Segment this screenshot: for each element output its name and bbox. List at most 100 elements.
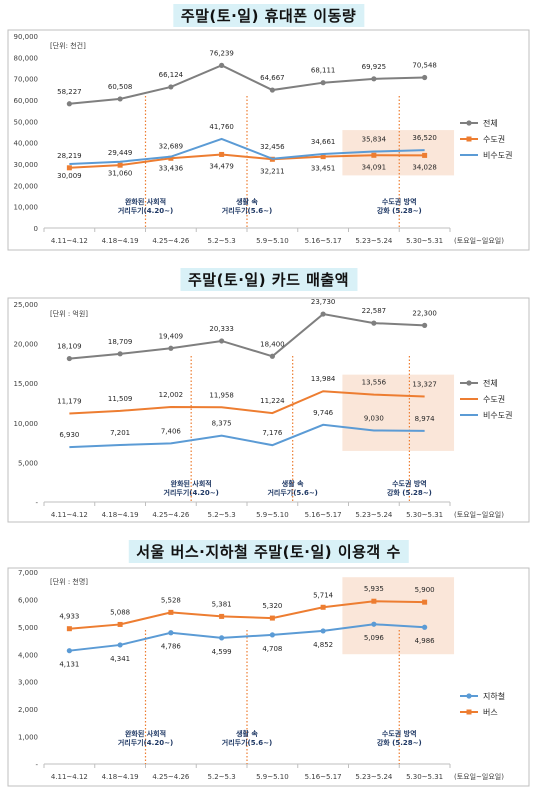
legend-label: 지하철 (483, 691, 505, 701)
annotation-line-text: 수도권 방역 (392, 479, 427, 488)
data-label: 66,124 (159, 71, 184, 79)
x-tick-label: 5.30~5.31 (406, 237, 443, 245)
data-label: 30,009 (57, 172, 82, 180)
data-label: 8,974 (415, 415, 436, 423)
highlight-box (342, 374, 455, 451)
legend-marker (466, 120, 472, 126)
y-tick-label: 60,000 (14, 97, 39, 105)
x-axis-suffix: (토요일~일요일) (454, 772, 504, 781)
annotation-label: 생활 속 거리두기(5.6~) (222, 729, 272, 747)
series-line-버스 (69, 600, 425, 630)
data-label: 4,986 (415, 637, 436, 645)
data-label: 32,689 (159, 142, 184, 150)
chart-card-sales: - 5,000 10,000 15,000 20,000 25,000 4.11~4.12 4… (7, 297, 530, 523)
x-tick-label: 4.25~4.26 (152, 237, 190, 245)
y-tick-label: 10,000 (14, 420, 39, 428)
legend-label: 수도권 (483, 134, 505, 144)
x-tick-label: 4.25~4.26 (152, 511, 190, 519)
annotation-line-text: 강화 (5.28~) (377, 738, 422, 747)
data-point (66, 165, 72, 171)
legend-label: 버스 (483, 707, 498, 717)
data-label: 35,834 (362, 136, 387, 144)
data-label: 64,667 (260, 74, 285, 82)
data-point (320, 628, 326, 634)
data-label: 22,300 (412, 309, 437, 317)
series-line-전체 (69, 64, 425, 105)
data-label: 5,528 (161, 596, 181, 604)
data-label: 31,060 (108, 170, 133, 178)
annotation-label: 생활 속 거리두기(5.6~) (267, 479, 317, 497)
data-point (371, 621, 377, 627)
highlight-box (342, 577, 455, 655)
data-point (269, 353, 275, 359)
data-label: 33,436 (159, 165, 184, 173)
y-tick-label: 90,000 (14, 33, 39, 41)
x-tick-label: 5.23~5.24 (355, 511, 393, 519)
x-tick-label: 4.18~4.19 (102, 237, 139, 245)
data-label: 68,111 (311, 67, 336, 75)
x-tick-label: 5.9~5.10 (256, 237, 289, 245)
data-point (219, 635, 225, 641)
data-label: 4,599 (212, 648, 232, 656)
data-point (320, 311, 326, 317)
chart-panel-transit: 서울 버스·지하철 주말(토·일) 이용객 수 - 1,000 2,000 3,000… (0, 538, 537, 789)
legend-label: 전체 (483, 118, 498, 128)
data-label: 34,028 (412, 163, 437, 171)
data-point (422, 152, 428, 158)
annotation-line-text: 거리두기(4.20~) (164, 488, 219, 497)
annotation-line-text: 강화 (5.28~) (377, 206, 422, 215)
annotation-label: 생활 속 거리두기(5.6~) (222, 197, 272, 215)
data-label: 7,201 (110, 429, 130, 437)
data-point (117, 642, 123, 648)
x-tick-label: 5.30~5.31 (406, 511, 443, 519)
data-point (219, 62, 225, 68)
data-label: 6,930 (59, 431, 79, 439)
data-label: 11,224 (260, 397, 285, 405)
annotation-label: 완화된 사회적 거리두기(4.20~) (164, 479, 219, 497)
y-tick-label: 15,000 (14, 380, 39, 388)
annotation-line-text: 거리두기(5.6~) (222, 206, 272, 215)
data-label: 5,381 (212, 600, 232, 608)
y-tick-label: 5,000 (18, 459, 38, 467)
x-tick-label: 4.11~4.12 (51, 237, 88, 245)
y-tick-label: 4,000 (18, 651, 38, 659)
data-label: 18,709 (108, 338, 133, 346)
data-label: 34,479 (209, 162, 234, 170)
data-point (168, 84, 174, 90)
data-point (117, 621, 123, 627)
data-label: 11,958 (209, 391, 234, 399)
data-label: 76,239 (209, 49, 234, 57)
chart-transit-riders: - 1,000 2,000 3,000 4,000 5,000 6,000 7,000 4.11… (7, 567, 530, 787)
data-point (168, 345, 174, 351)
data-label: 12,002 (159, 391, 184, 399)
data-label: 69,925 (362, 63, 387, 71)
annotation-label: 수도권 방역 강화 (5.28~) (377, 197, 422, 215)
data-point (117, 351, 123, 357)
data-label: 60,508 (108, 83, 133, 91)
y-tick-label: 5,000 (18, 624, 38, 632)
annotation-line-text: 거리두기(5.6~) (222, 738, 272, 747)
unit-note: [단위: 천건] (50, 41, 86, 50)
annotation-line-text: 완화된 사회적 (125, 729, 166, 738)
y-tick-label: 50,000 (14, 118, 39, 126)
unit-note: [단위 : 억원] (50, 309, 88, 318)
chart-panel-card: 주말(토·일) 카드 매출액 - 5,000 10,000 15,000 20,000 2… (0, 266, 537, 528)
legend-marker (466, 380, 472, 386)
x-tick-label: 5.9~5.10 (256, 511, 289, 519)
data-label: 9,746 (313, 409, 334, 417)
x-tick-label: 4.18~4.19 (102, 511, 139, 519)
series-line-비수도권 (69, 423, 425, 449)
y-tick-label: 40,000 (14, 140, 39, 148)
data-label: 13,984 (311, 375, 336, 383)
annotation-line-text: 완화된 사회적 (125, 197, 166, 206)
y-tick-label: 6,000 (18, 596, 38, 604)
data-label: 33,451 (311, 165, 336, 173)
legend-label: 비수도권 (483, 150, 512, 160)
legend-label: 전체 (483, 378, 498, 388)
data-point (371, 598, 377, 604)
legend-marker (466, 709, 472, 715)
y-tick-label: 20,000 (14, 341, 39, 349)
series-line-비수도권 (69, 137, 425, 165)
chart-frame (7, 567, 530, 787)
data-point (269, 615, 275, 621)
